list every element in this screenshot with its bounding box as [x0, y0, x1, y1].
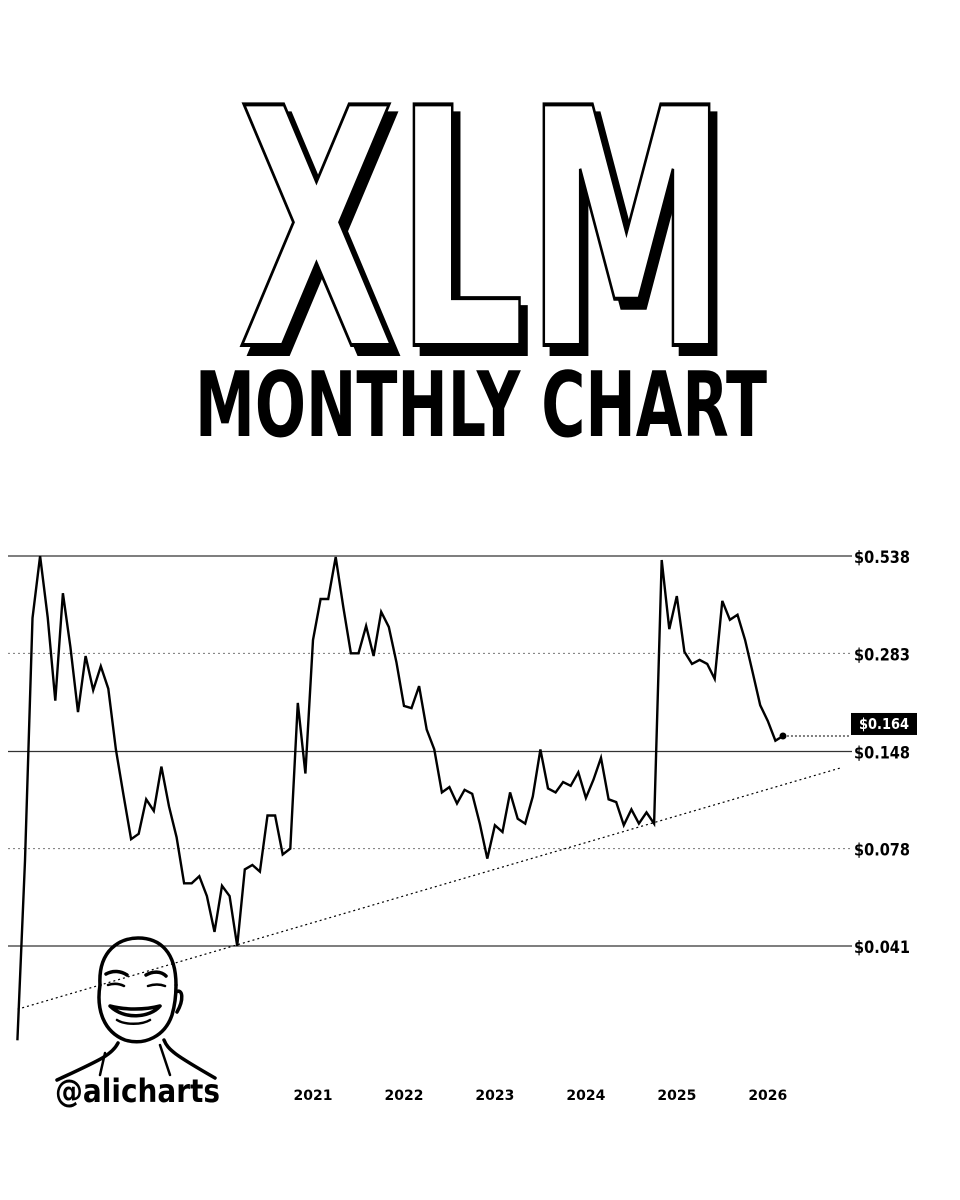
x-tick-label: 2026: [748, 1088, 787, 1104]
author-handle: @alicharts: [55, 1072, 220, 1110]
x-axis-ticks: 2021 2022 2023 2024 2025 2026: [294, 1088, 788, 1104]
price-series: [16, 555, 784, 1041]
x-tick-label: 2025: [657, 1088, 696, 1104]
price-level-label: $0.041: [854, 938, 910, 958]
trendline-group: [17, 767, 842, 1010]
x-tick-label: 2021: [294, 1088, 333, 1104]
price-level-label: $0.538: [854, 548, 910, 568]
current-price-label: $0.164: [859, 715, 909, 733]
price-levels: $0.538 $0.283 $0.148 $0.078 $0.041: [8, 548, 910, 958]
price-level-label: $0.078: [854, 841, 910, 861]
avatar-portrait-icon: [55, 936, 217, 1082]
support-trendline: [17, 767, 842, 1010]
x-tick-label: 2022: [384, 1088, 423, 1104]
current-price-tag: [851, 712, 917, 735]
page-title: XLM: [238, 39, 728, 423]
price-level-label: $0.283: [854, 645, 910, 665]
x-tick-label: 2023: [475, 1088, 514, 1104]
price-level-label: $0.148: [854, 744, 910, 764]
price-line: [16, 555, 784, 1041]
page-subtitle: MONTHLY CHART: [195, 353, 767, 458]
current-price-marker: $0.164: [779, 712, 917, 740]
x-tick-label: 2024: [566, 1088, 605, 1104]
